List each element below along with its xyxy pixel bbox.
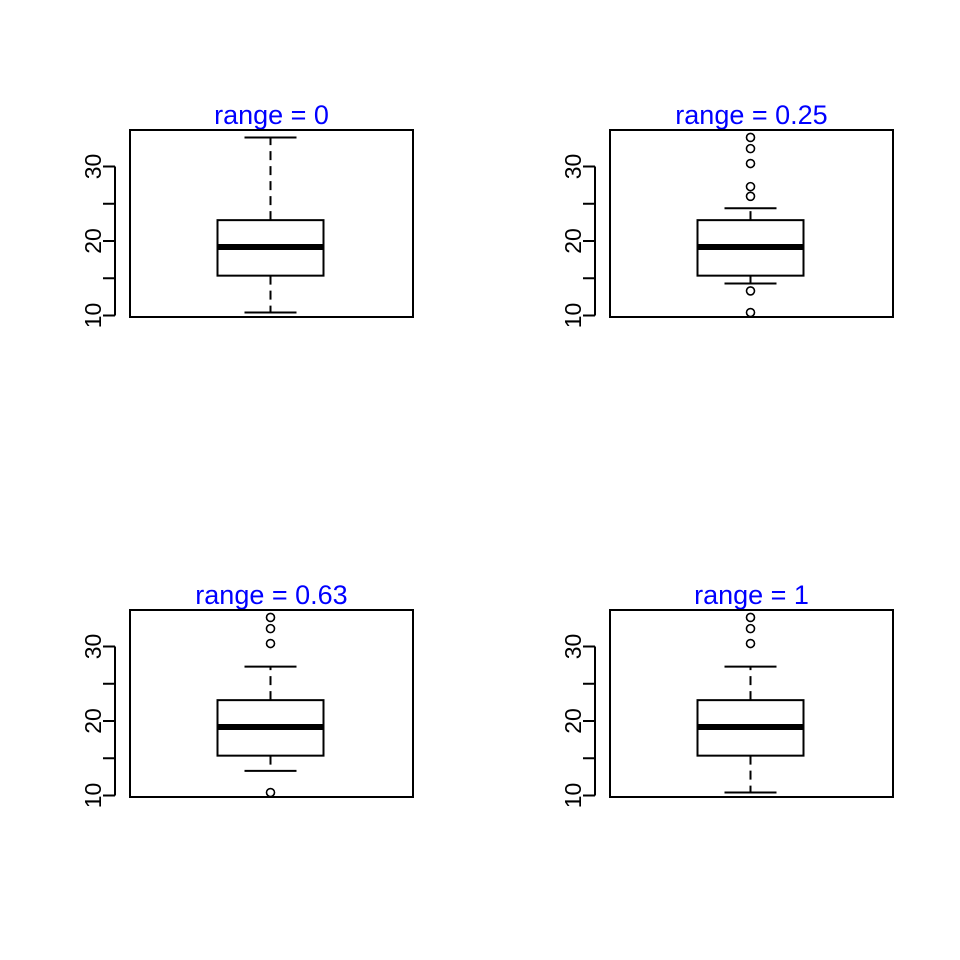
y-tick-label: 30 bbox=[560, 154, 586, 180]
outlier-point bbox=[745, 612, 756, 623]
chart-panel-4: range = 1 10 20 30 bbox=[560, 580, 894, 809]
panel-title: range = 1 bbox=[694, 580, 809, 610]
y-tick-label: 10 bbox=[560, 303, 586, 329]
y-tick-label: 10 bbox=[80, 303, 106, 329]
y-tick-label: 30 bbox=[560, 634, 586, 660]
outlier-point bbox=[745, 191, 756, 202]
outlier-point bbox=[265, 623, 276, 634]
outlier-point bbox=[745, 158, 756, 169]
outlier-point bbox=[745, 286, 756, 296]
outlier-point bbox=[745, 181, 756, 192]
outlier-point bbox=[745, 623, 756, 634]
panel-title: range = 0.25 bbox=[675, 100, 827, 130]
y-tick-label: 30 bbox=[80, 634, 106, 660]
outlier-point bbox=[745, 132, 756, 143]
panel-title: range = 0 bbox=[214, 100, 329, 130]
y-tick-label: 30 bbox=[80, 154, 106, 180]
plot-frame bbox=[609, 609, 894, 798]
outlier-point bbox=[265, 612, 276, 623]
y-tick-label: 20 bbox=[560, 228, 586, 254]
y-tick-label: 10 bbox=[560, 783, 586, 809]
plot-frame bbox=[129, 129, 414, 318]
chart-panel-1: range = 0 10 20 30 bbox=[80, 100, 414, 329]
y-tick-label: 10 bbox=[80, 783, 106, 809]
outlier-point bbox=[745, 638, 756, 649]
chart-panel-2: range = 0.25 10 20 30 bbox=[560, 100, 894, 329]
panel-title: range = 0.63 bbox=[195, 580, 347, 610]
chart-panel-3: range = 0.63 10 20 30 bbox=[80, 580, 414, 809]
outlier-point bbox=[265, 638, 276, 649]
y-tick-label: 20 bbox=[80, 228, 106, 254]
y-tick-label: 20 bbox=[80, 708, 106, 734]
outlier-point bbox=[745, 307, 756, 318]
outlier-point bbox=[265, 787, 276, 798]
y-tick-label: 20 bbox=[560, 708, 586, 734]
outlier-point bbox=[745, 143, 756, 154]
